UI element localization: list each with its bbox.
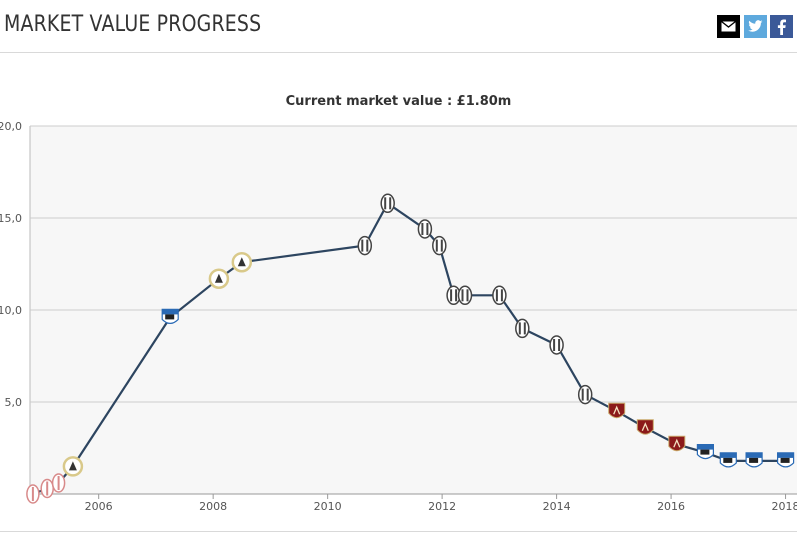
data-point-club-crest[interactable] [62,456,84,477]
data-point-club-crest[interactable] [357,235,373,256]
x-tick-label: 2018 [772,500,797,513]
facebook-icon[interactable] [770,15,793,38]
data-point-club-crest[interactable] [26,484,40,504]
data-point-club-crest[interactable] [696,444,715,460]
data-point-club-crest[interactable] [380,193,395,214]
section-title: MARKET VALUE PROGRESS [4,12,262,37]
data-point-club-crest[interactable] [40,478,54,499]
data-point-club-crest[interactable] [432,235,447,256]
data-point-club-crest[interactable] [231,251,253,273]
x-tick-label: 2010 [314,500,342,513]
data-point-club-crest[interactable] [457,285,473,306]
y-tick-label: 15,0 [0,212,22,225]
data-point-club-crest[interactable] [745,452,763,468]
data-point-club-crest[interactable] [636,419,654,435]
data-point-club-crest[interactable] [51,473,66,493]
chart-container: Current market value : £1.80m 5,0 10,0 15,… [0,70,797,540]
data-point-club-crest[interactable] [577,384,593,405]
data-point-club-crest[interactable] [417,219,433,239]
x-tick-label: 2012 [428,500,456,513]
data-point-club-crest[interactable] [549,335,564,355]
x-tick-label: 2016 [657,500,685,513]
data-point-club-crest[interactable] [776,452,795,468]
x-tick-label: 2006 [85,500,113,513]
data-point-club-crest[interactable] [515,318,530,339]
mail-icon[interactable] [717,15,740,38]
y-tick-label: 5,0 [5,396,23,409]
data-point-club-crest[interactable] [608,402,626,419]
data-point-club-crest[interactable] [668,435,686,452]
section-header: MARKET VALUE PROGRESS [0,0,797,53]
data-point-club-crest[interactable] [208,268,230,289]
y-tick-label: 10,0 [0,304,22,317]
data-point-club-crest[interactable] [161,308,179,324]
bottom-border [0,531,797,532]
x-tick-label: 2014 [543,500,571,513]
twitter-icon[interactable] [744,15,767,38]
data-point-club-crest[interactable] [719,452,737,468]
y-tick-label: 20,0 [0,120,22,133]
data-point-club-crest[interactable] [492,285,507,306]
market-value-chart: 5,0 10,0 15,0 20,0 2006 2008 2010 2012 2014 2016 2… [0,120,797,513]
x-tick-label: 2008 [199,500,227,513]
chart-title: Current market value : £1.80m [285,94,512,109]
